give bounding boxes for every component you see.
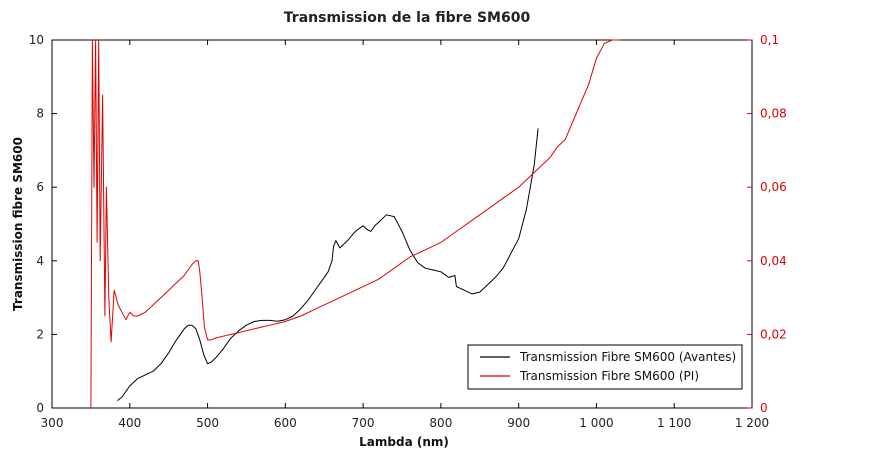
y2-tick-label: 0,1 bbox=[760, 33, 779, 47]
x-tick-label: 1 000 bbox=[579, 416, 613, 430]
x-tick-label: 400 bbox=[118, 416, 141, 430]
x-axis: 300 400 500 600 700 800 900 1 000 1 100 1 200 bbox=[41, 40, 769, 430]
legend-box bbox=[467, 344, 743, 390]
series-line-pi bbox=[90, 39, 620, 409]
legend-label-pi: Transmission Fibre SM600 (PI) bbox=[519, 369, 699, 383]
x-tick-label: 900 bbox=[507, 416, 530, 430]
legend: Transmission Fibre SM600 (Avantes) Trans… bbox=[467, 344, 743, 390]
y2-tick-label: 0,08 bbox=[760, 107, 787, 121]
y-tick-label: 2 bbox=[36, 327, 44, 341]
x-tick-label: 700 bbox=[352, 416, 375, 430]
x-tick-label: 600 bbox=[274, 416, 297, 430]
y-tick-label: 8 bbox=[36, 107, 44, 121]
y2-tick-label: 0,06 bbox=[760, 180, 787, 194]
chart-title: Transmission de la fibre SM600 bbox=[284, 10, 531, 26]
legend-label-avantes: Transmission Fibre SM600 (Avantes) bbox=[519, 350, 736, 364]
y-axis-right: 0 0,02 0,04 0,06 0,08 0,1 bbox=[747, 33, 787, 415]
y-tick-label: 4 bbox=[36, 254, 44, 268]
x-tick-label: 500 bbox=[196, 416, 219, 430]
x-axis-label: Lambda (nm) bbox=[359, 435, 449, 449]
y-tick-label: 10 bbox=[29, 33, 44, 47]
x-tick-label: 800 bbox=[429, 416, 452, 430]
y-axis-label: Transmission fibre SM600 bbox=[11, 137, 25, 311]
y-tick-label: 0 bbox=[36, 401, 44, 415]
y2-tick-label: 0 bbox=[760, 401, 768, 415]
y-axis-left: 0 2 4 6 8 10 bbox=[29, 33, 57, 415]
x-tick-label: 1 200 bbox=[735, 416, 769, 430]
y2-tick-label: 0,04 bbox=[760, 254, 787, 268]
y2-tick-label: 0,02 bbox=[760, 327, 787, 341]
plot-frame bbox=[51, 39, 753, 409]
series-layer bbox=[90, 39, 620, 409]
x-tick-label: 300 bbox=[41, 416, 64, 430]
y-tick-label: 6 bbox=[36, 180, 44, 194]
x-tick-label: 1 100 bbox=[657, 416, 691, 430]
series-line-avantes bbox=[116, 128, 539, 401]
